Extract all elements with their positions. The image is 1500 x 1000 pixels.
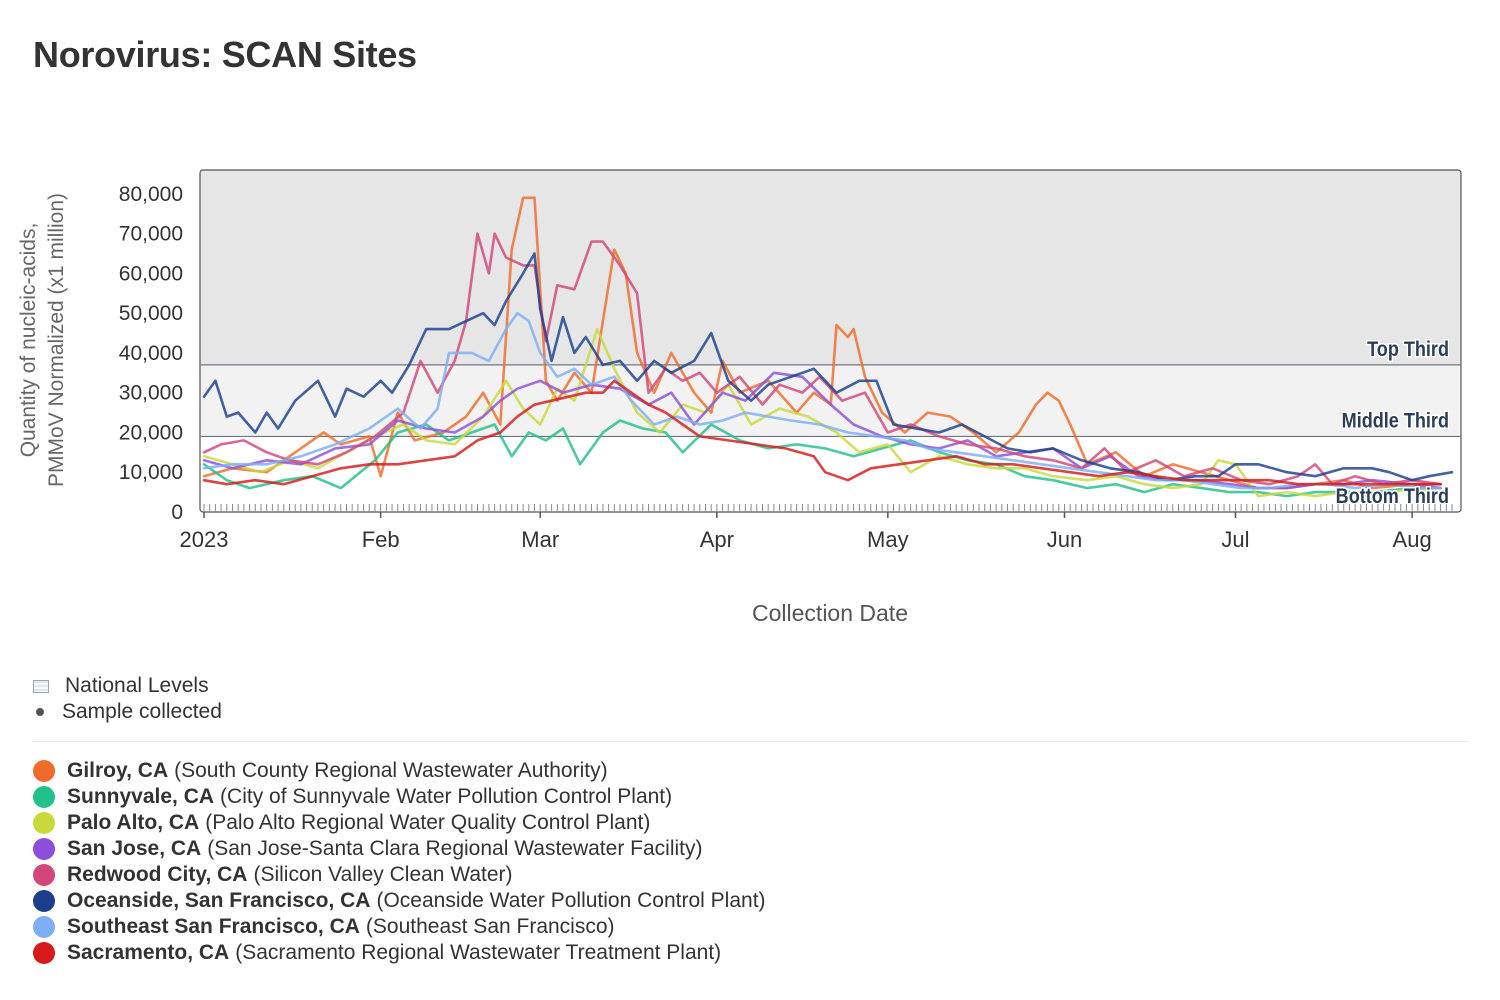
legend-sample-collected-label: Sample collected	[62, 700, 222, 723]
x-axis: 2023 Feb Mar Apr May Jun Jul Aug	[180, 504, 1453, 552]
site-color-dot-icon	[33, 786, 55, 808]
legend-site-southeast-sf[interactable]: Southeast San Francisco, CA (Southeast Sa…	[33, 914, 766, 940]
site-facility: (Sacramento Regional Wastewater Treatmen…	[235, 941, 722, 964]
x-axis-label: Collection Date	[752, 600, 908, 626]
site-facility: (Oceanside Water Pollution Control Plant…	[376, 889, 766, 912]
site-name: Gilroy, CA	[67, 759, 169, 782]
x-tick-label: Jun	[1047, 527, 1082, 552]
y-tick-label: 20,000	[119, 421, 183, 444]
site-facility: (Silicon Valley Clean Water)	[253, 863, 513, 886]
site-facility: (San Jose-Santa Clara Regional Wastewate…	[207, 837, 703, 860]
band-label: Middle Third	[1342, 409, 1449, 433]
site-color-dot-icon	[33, 890, 55, 912]
page-title: Norovirus: SCAN Sites	[33, 34, 417, 75]
series-lines	[202, 196, 1454, 498]
legend-site-san-jose[interactable]: San Jose, CA (San Jose-Santa Clara Region…	[33, 836, 766, 862]
site-facility: (Southeast San Francisco)	[365, 915, 615, 938]
band-label: Bottom Third	[1336, 485, 1449, 509]
site-facility: (City of Sunnyvale Water Pollution Contr…	[220, 785, 673, 808]
y-tick-label: 30,000	[119, 382, 183, 405]
x-tick-label: Feb	[362, 527, 400, 552]
legend-site-oceanside[interactable]: Oceanside, San Francisco, CA (Oceanside W…	[33, 888, 766, 914]
series-line-6	[202, 252, 1454, 482]
legend-divider	[33, 741, 1468, 742]
sample-dot-icon	[36, 708, 44, 716]
y-tick-label: 80,000	[119, 183, 183, 206]
line-chart: Top Third Middle Third Bottom Third 2023 Fe…	[17, 169, 1462, 626]
plot-background	[199, 169, 1462, 513]
legend-general: National Levels Sample collected	[33, 673, 222, 725]
site-color-dot-icon	[33, 916, 55, 938]
legend-sites: Gilroy, CA (South County Regional Wastewa…	[33, 758, 766, 966]
y-axis: 0 10,000 20,000 30,000 40,000 50,000 60,000 70,…	[119, 183, 183, 524]
legend-site-redwood-city[interactable]: Redwood City, CA (Silicon Valley Clean Wa…	[33, 862, 766, 888]
site-facility: (Palo Alto Regional Water Quality Contro…	[205, 811, 651, 834]
series-line-8	[202, 379, 1442, 486]
band-1	[200, 170, 1461, 365]
x-tick-label: 2023	[180, 527, 229, 552]
national-levels-swatch-icon	[33, 679, 49, 693]
site-name: Oceanside, San Francisco, CA	[67, 889, 371, 912]
x-tick-label: Mar	[521, 527, 559, 552]
site-color-dot-icon	[33, 838, 55, 860]
site-name: Redwood City, CA	[67, 863, 248, 886]
site-name: Sunnyvale, CA	[67, 785, 215, 808]
y-tick-label: 40,000	[119, 342, 183, 365]
x-tick-label: Aug	[1393, 527, 1432, 552]
band-labels: Top Third Middle Third Bottom Third	[1334, 336, 1450, 510]
site-facility: (South County Regional Wastewater Author…	[174, 759, 608, 782]
site-name: Southeast San Francisco, CA	[67, 915, 360, 938]
site-name: Sacramento, CA	[67, 941, 230, 964]
x-tick-label: Jul	[1221, 527, 1249, 552]
series-line-5	[202, 232, 1442, 486]
y-tick-label: 10,000	[119, 461, 183, 484]
y-tick-label: 0	[171, 501, 183, 524]
site-color-dot-icon	[33, 812, 55, 834]
series-line-4	[202, 371, 1442, 490]
series-line-7	[202, 311, 1442, 490]
legend-site-sunnyvale[interactable]: Sunnyvale, CA (City of Sunnyvale Water Po…	[33, 784, 766, 810]
site-color-dot-icon	[33, 942, 55, 964]
x-tick-label: May	[867, 527, 909, 552]
legend-site-sacramento[interactable]: Sacramento, CA (Sacramento Regional Waste…	[33, 940, 766, 966]
series-line-3	[202, 327, 1442, 498]
legend-national-levels-label: National Levels	[65, 674, 209, 697]
legend-site-gilroy[interactable]: Gilroy, CA (South County Regional Wastewa…	[33, 758, 766, 784]
site-name: Palo Alto, CA	[67, 811, 200, 834]
site-color-dot-icon	[33, 864, 55, 886]
y-axis-label: Quantity of nucleic-acids, PMMoV Normaliz…	[17, 193, 68, 487]
band-label: Top Third	[1367, 338, 1449, 362]
legend-site-palo-alto[interactable]: Palo Alto, CA (Palo Alto Regional Water Q…	[33, 810, 766, 836]
y-tick-label: 50,000	[119, 302, 183, 325]
legend-national-levels[interactable]: National Levels	[33, 673, 222, 699]
x-tick-label: Apr	[700, 527, 734, 552]
y-tick-label: 60,000	[119, 262, 183, 285]
legend-sample-collected[interactable]: Sample collected	[33, 699, 222, 725]
site-color-dot-icon	[33, 760, 55, 782]
site-name: San Jose, CA	[67, 837, 202, 860]
y-tick-label: 70,000	[119, 223, 183, 246]
